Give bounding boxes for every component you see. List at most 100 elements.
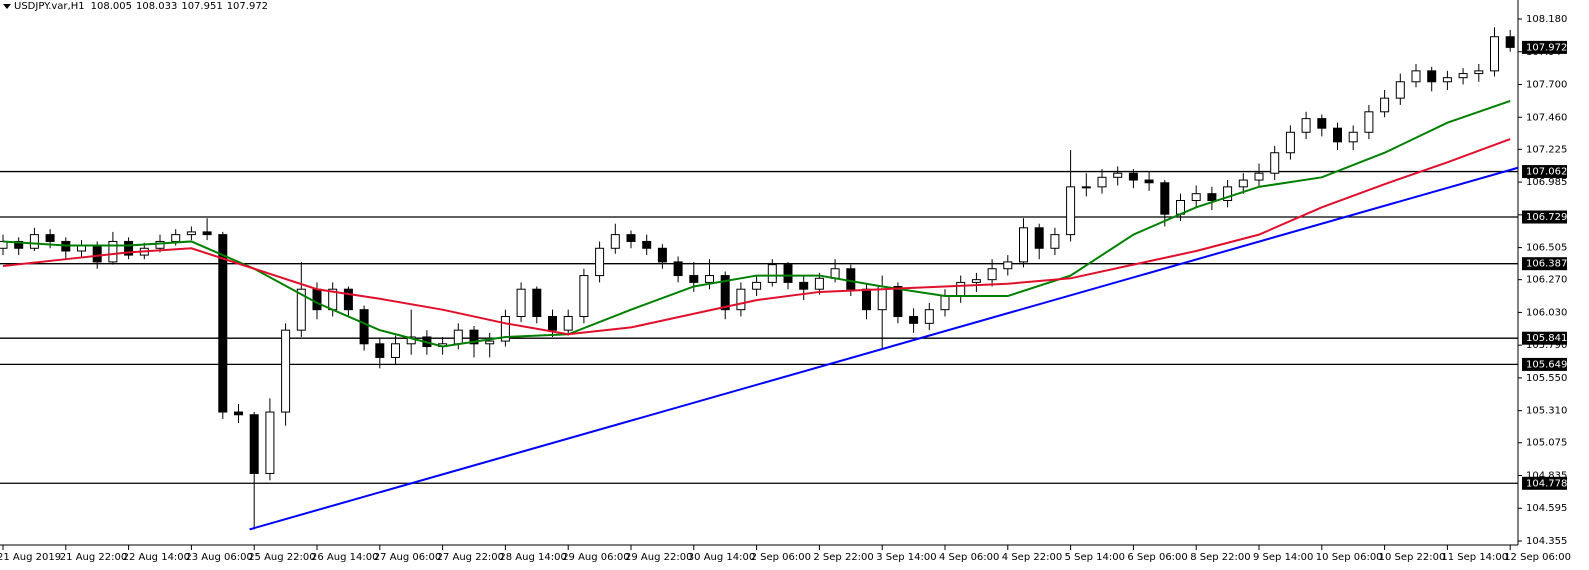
candle-body [312,288,322,311]
candle-body [1113,172,1123,178]
candle-body [108,240,118,263]
candle-body [642,240,652,249]
candle-body [1270,152,1280,174]
candle-body [296,288,306,331]
indicator-line [2,138,1511,336]
candle-body [1427,70,1437,83]
x-tick-label: 29 Aug 06:00 [562,552,629,563]
candle-body [29,234,39,249]
candle-body [752,281,762,290]
y-tick-label: 107.700 [1526,80,1567,91]
level-box [1522,210,1567,224]
candle-body [971,279,981,283]
candle-body [548,316,557,331]
x-tick-label: 23 Aug 06:00 [185,552,252,563]
level-box [1522,476,1567,490]
y-tick-label: 105.310 [1526,406,1567,417]
y-tick-label: 106.270 [1526,275,1567,286]
level-box [1522,257,1567,271]
x-tick-label: 28 Aug 14:00 [499,552,566,563]
menu-arrow[interactable] [3,4,11,9]
candle-body [1034,227,1044,249]
candle-body [155,240,165,249]
candle-body [92,245,102,263]
candle-body [1317,118,1327,129]
candle-body [689,275,699,283]
open: 108.005 [91,1,132,12]
level-box [1522,357,1567,371]
candle-body [626,234,636,242]
y-tick-label: 105.075 [1526,438,1567,449]
candle-body [563,316,573,331]
candle-body [1003,261,1013,270]
y-tick-label: 108.180 [1526,14,1567,25]
level-label: 104.778 [1526,478,1567,489]
candle-body [1490,36,1499,72]
last-price-label: 107.972 [1526,42,1567,53]
x-tick-label: 21 Aug 2019 [0,552,61,563]
x-tick-label: 29 Aug 22:00 [625,552,692,563]
candle-body [657,247,667,263]
candle-body [987,268,997,281]
candle-body [846,268,856,290]
y-tick-label: 105.790 [1526,340,1567,351]
x-tick-label: 5 Sep 14:00 [1065,552,1125,563]
candle-body [1144,179,1154,184]
candle-body [1333,127,1342,143]
candle-body [720,275,730,311]
y-tick-label: 107.460 [1526,112,1567,123]
candle-body [343,288,353,311]
candle-body [453,329,463,345]
candle-body [124,240,134,256]
level-label: 105.841 [1526,333,1567,344]
candle-body [893,285,903,318]
candle-body [218,234,228,413]
candle-body [610,234,620,249]
candle-body [673,261,683,277]
candle-body [940,295,950,311]
level-label: 106.729 [1526,212,1567,223]
candle-body [202,231,212,236]
x-tick-label: 2 Sep 06:00 [751,552,811,563]
high: 108.033 [136,1,177,12]
low: 107.951 [181,1,222,12]
candle-body [1301,118,1311,133]
candle-body [249,414,259,474]
candle-body [1348,131,1358,143]
candle-body [705,275,714,283]
candle-body [1474,70,1484,75]
candle-body [736,288,746,311]
candle-body [375,343,385,358]
x-tick-label: 25 Aug 22:00 [248,552,315,563]
candle-body [1050,234,1060,249]
candle-body [14,240,24,249]
x-tick-label: 27 Aug 06:00 [374,552,441,563]
candle-body [1223,186,1233,202]
y-tick-label: 104.835 [1526,470,1567,481]
x-tick-label: 6 Sep 06:00 [1127,552,1187,563]
candle-body [45,234,55,242]
candle-body [234,411,243,416]
candle-body [281,329,291,413]
x-tick-label: 26 Aug 14:00 [311,552,378,563]
candle-body [469,329,479,345]
last-price-box [1522,40,1567,54]
x-tick-label: 12 Sep 06:00 [1504,552,1571,563]
candle-body [1066,186,1076,236]
indicator-line [249,166,1519,531]
candle-body [595,247,605,277]
candle-body [1191,193,1201,202]
candle-body [1160,182,1170,215]
candle-body [1081,186,1091,189]
x-tick-label: 4 Sep 22:00 [1002,552,1062,563]
level-label: 106.387 [1526,259,1567,270]
candle-body [799,281,809,290]
x-tick-label: 3 Sep 14:00 [876,552,936,563]
x-tick-label: 10 Sep 22:00 [1379,552,1446,563]
x-tick-label: 10 Sep 06:00 [1316,552,1383,563]
candle-body [1442,77,1452,83]
x-tick-label: 9 Sep 14:00 [1253,552,1313,563]
candle-body [862,288,871,311]
candle-body [1254,172,1264,181]
